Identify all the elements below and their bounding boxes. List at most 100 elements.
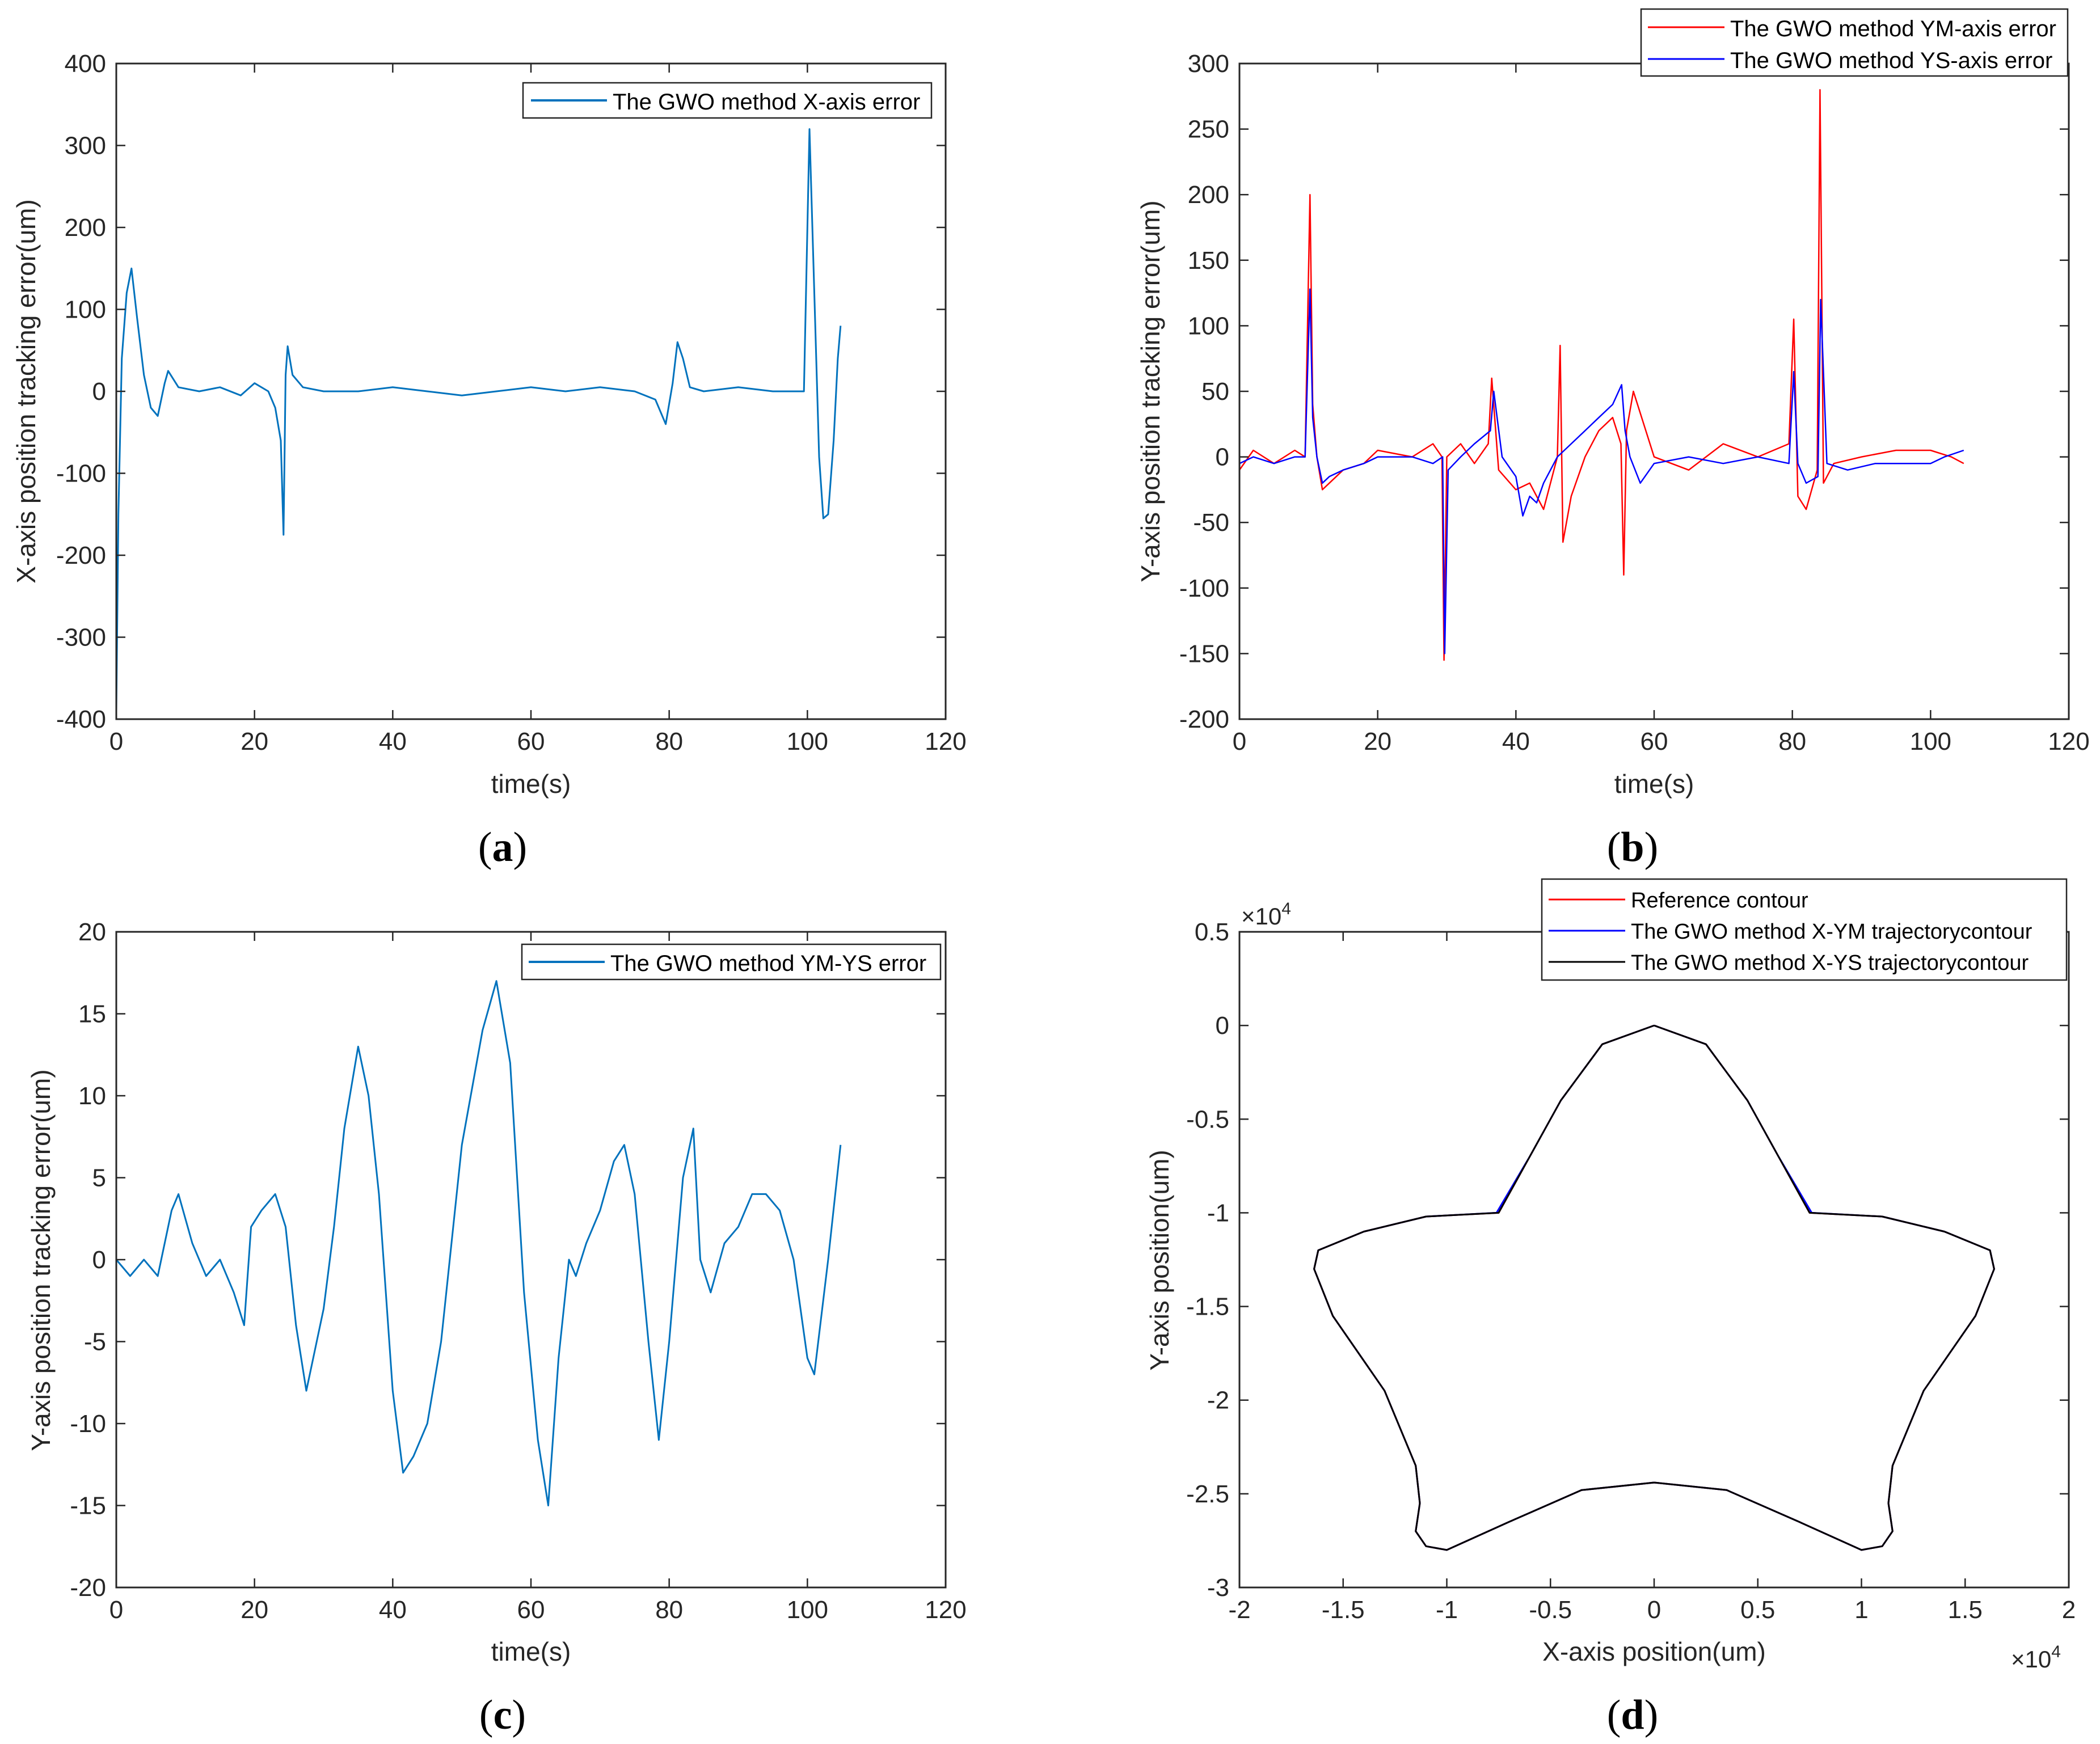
panel-a-xtick-label: 60: [517, 728, 545, 755]
panel-b-plot-area: [1239, 88, 1964, 661]
panel-a-xtick-label: 0: [109, 728, 123, 755]
panel-b-ytick-label: 200: [1188, 181, 1229, 209]
panel-c-xtick-label: 40: [379, 1596, 407, 1624]
panel-a-ytick-label: -400: [56, 706, 106, 733]
panel-d-ytick-label: -3: [1207, 1574, 1229, 1602]
panel-d-ytick-label: -2: [1207, 1387, 1229, 1414]
panel-a-xlabel: time(s): [491, 769, 571, 799]
panel-a-xtick-label: 120: [925, 728, 966, 755]
panel-d-legend-label-ys: The GWO method X-YS trajectorycontour: [1631, 951, 2029, 975]
panel-d-series-3-line: [1313, 1024, 1995, 1551]
panel-d-legend: Reference contour The GWO method X-YM tr…: [1541, 878, 2068, 981]
panel-a-series-1-line: [116, 128, 842, 711]
panel-d: -2 -1.5 -1 -0.5 0 0.5 1 1.5 2 -3 -2.5 -2 -1.5 -1 -0.5 0…: [1145, 878, 2076, 1738]
panel-d-xtick-label: -1.5: [1322, 1596, 1365, 1624]
panel-c-ytick-label: -20: [70, 1574, 106, 1602]
panel-d-ytick-label: -2.5: [1186, 1480, 1229, 1508]
panel-b-ytick-label: 100: [1188, 312, 1229, 340]
panel-d-ytick-label: 0: [1216, 1012, 1229, 1040]
panel-d-xtick-label: 1.5: [1948, 1596, 1983, 1624]
panel-c-ytick-label: 20: [78, 918, 106, 946]
panel-b: 0 20 40 60 80 100 120 -200 -150 -100 -50 0 50 100 150 2…: [1136, 8, 2090, 871]
panel-b-ytick-label: 50: [1201, 378, 1229, 406]
panel-c-xlabel: time(s): [491, 1637, 571, 1666]
panel-b-legend-box: [1640, 8, 2069, 77]
panel-c-ytick-label: -5: [84, 1328, 106, 1356]
panel-b-ytick-label: -50: [1193, 509, 1229, 537]
panel-d-xtick-label: -0.5: [1529, 1596, 1572, 1624]
panel-d-legend-label-ref: Reference contour: [1631, 889, 1808, 913]
panel-a-plot-area: [116, 128, 842, 711]
panel-d-xtick-label: 2: [2062, 1596, 2076, 1624]
panel-c-legend-label: The GWO method YM-YS error: [610, 951, 926, 976]
panel-c: 0 20 40 60 80 100 120 -20 -15 -10 -5 0 5 10 15 20 time(…: [26, 918, 967, 1738]
panel-b-xlabel: time(s): [1614, 769, 1694, 799]
panel-c-plot-area: [116, 980, 842, 1506]
panel-b-ytick-label: 250: [1188, 116, 1229, 143]
panel-d-caption: (d): [1607, 1692, 1658, 1738]
panel-a-ytick-label: 0: [92, 378, 106, 406]
panel-d-legend-box: [1541, 878, 2068, 981]
panel-d-ticks: -2 -1.5 -1 -0.5 0 0.5 1 1.5 2 -3 -2.5 -2 -1.5 -1 -0.5 0…: [1186, 918, 2076, 1624]
panel-b-xtick-label: 40: [1502, 728, 1530, 755]
panel-b-ytick-label: 0: [1216, 444, 1229, 471]
panel-a-ytick-label: 200: [65, 214, 106, 242]
panel-b-ytick-label: -150: [1179, 640, 1229, 668]
panel-a-ytick-label: -100: [56, 460, 106, 488]
panel-b-ytick-label: -200: [1179, 706, 1229, 733]
panel-d-xlabel: X-axis position(um): [1542, 1637, 1766, 1666]
panel-d-xtick-label: 1: [1854, 1596, 1868, 1624]
panel-a-ticks: 0 20 40 60 80 100 120 -400 -300 -200 -100 0 100 200 30…: [56, 50, 967, 755]
panel-b-ytick-label: 150: [1188, 247, 1229, 275]
panel-b-xtick-label: 60: [1641, 728, 1668, 755]
panel-b-ytick-label: -100: [1179, 575, 1229, 602]
panel-c-ytick-label: 15: [78, 1000, 106, 1028]
panel-b-xtick-label: 100: [1910, 728, 1951, 755]
panel-d-y-exponent: ×104: [1241, 900, 1291, 930]
panel-d-x-exponent: ×104: [2011, 1642, 2061, 1673]
panel-c-ticks: 0 20 40 60 80 100 120 -20 -15 -10 -5 0 5 10 15 20: [70, 918, 966, 1624]
panel-b-caption: (b): [1607, 824, 1658, 871]
panel-c-xtick-label: 120: [925, 1596, 966, 1624]
panel-c-xtick-label: 80: [655, 1596, 683, 1624]
panel-d-ytick-label: -1.5: [1186, 1293, 1229, 1321]
panel-a-xtick-label: 40: [379, 728, 407, 755]
panel-a-legend: The GWO method X-axis error: [522, 82, 933, 119]
panel-c-ytick-label: -15: [70, 1492, 106, 1520]
panel-b-series-1-line: [1239, 88, 1964, 661]
panel-c-legend: The GWO method YM-YS error: [521, 943, 942, 981]
panel-d-ytick-label: -0.5: [1186, 1105, 1229, 1133]
panel-b-ticks: 0 20 40 60 80 100 120 -200 -150 -100 -50 0 50 100 150 2…: [1179, 50, 2090, 755]
panel-a-ytick-label: 100: [65, 296, 106, 324]
panel-c-ytick-label: -10: [70, 1410, 106, 1438]
panel-b-xtick-label: 0: [1233, 728, 1246, 755]
panel-b-xtick-label: 120: [2048, 728, 2089, 755]
panel-c-caption: (c): [479, 1692, 526, 1738]
panel-b-legend: The GWO method YM-axis error The GWO met…: [1640, 8, 2069, 77]
panel-b-legend-label-ym: The GWO method YM-axis error: [1730, 16, 2056, 41]
panel-d-ytick-label: 0.5: [1195, 918, 1229, 946]
panel-d-xtick-label: 0.5: [1740, 1596, 1775, 1624]
panel-b-series-2-line: [1239, 288, 1964, 654]
panel-a-legend-label: The GWO method X-axis error: [613, 90, 920, 115]
panel-a-ytick-label: 300: [65, 132, 106, 160]
panel-a-xtick-label: 20: [241, 728, 268, 755]
panel-d-plot-area: [1313, 1024, 1995, 1551]
panel-d-xtick-label: -1: [1436, 1596, 1458, 1624]
panel-c-xtick-label: 20: [241, 1596, 268, 1624]
panel-c-ytick-label: 5: [92, 1164, 106, 1192]
panel-c-xtick-label: 100: [787, 1596, 828, 1624]
panel-a-ylabel: X-axis position tracking error(um): [11, 199, 41, 583]
panel-a: 0 20 40 60 80 100 120 -400 -300 -200 -100 0 100 200 30…: [11, 50, 967, 871]
panel-b-ylabel: Y-axis position tracking error(um): [1136, 200, 1165, 582]
panel-c-series-1-line: [116, 980, 842, 1506]
panel-b-legend-label-ys: The GWO method YS-axis error: [1730, 48, 2052, 73]
panel-d-ytick-label: -1: [1207, 1199, 1229, 1227]
panel-c-ytick-label: 10: [78, 1082, 106, 1110]
panel-b-ytick-label: 300: [1188, 50, 1229, 78]
panel-d-ylabel: Y-axis position(um): [1145, 1150, 1174, 1370]
panel-c-ytick-label: 0: [92, 1246, 106, 1274]
panel-d-legend-label-ym: The GWO method X-YM trajectorycontour: [1631, 920, 2032, 944]
